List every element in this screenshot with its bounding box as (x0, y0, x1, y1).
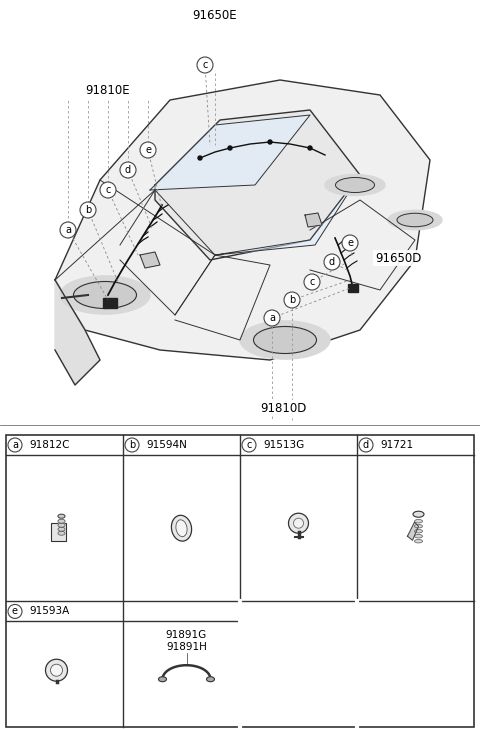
Text: e: e (12, 607, 18, 617)
Ellipse shape (58, 523, 65, 527)
Text: c: c (202, 60, 208, 70)
Circle shape (308, 146, 312, 150)
Circle shape (80, 202, 96, 218)
Ellipse shape (253, 327, 316, 354)
Circle shape (46, 659, 68, 681)
Ellipse shape (58, 514, 65, 518)
Circle shape (342, 235, 358, 251)
Ellipse shape (58, 531, 65, 535)
Ellipse shape (73, 281, 136, 308)
Text: a: a (269, 313, 275, 323)
Text: c: c (246, 440, 252, 450)
Circle shape (8, 604, 22, 618)
Circle shape (100, 182, 116, 198)
Text: a: a (12, 440, 18, 450)
Ellipse shape (240, 321, 330, 359)
Ellipse shape (158, 677, 167, 682)
Polygon shape (140, 252, 160, 268)
Ellipse shape (325, 174, 385, 195)
Text: 91593A: 91593A (29, 607, 69, 617)
Circle shape (264, 310, 280, 326)
Text: 91721: 91721 (380, 440, 413, 450)
Circle shape (359, 438, 373, 452)
Ellipse shape (60, 276, 150, 314)
Circle shape (268, 140, 272, 144)
Polygon shape (155, 110, 360, 260)
Bar (348, 284, 358, 292)
Ellipse shape (415, 520, 422, 523)
Circle shape (120, 162, 136, 178)
Polygon shape (55, 280, 100, 385)
Circle shape (324, 254, 340, 270)
Text: c: c (309, 277, 315, 287)
Circle shape (293, 518, 303, 529)
Ellipse shape (415, 524, 422, 528)
Ellipse shape (415, 529, 422, 533)
Circle shape (8, 438, 22, 452)
Circle shape (198, 156, 202, 160)
Text: b: b (129, 440, 135, 450)
Circle shape (228, 146, 232, 150)
Text: d: d (363, 440, 369, 450)
Circle shape (242, 438, 256, 452)
Text: 91891G: 91891G (166, 631, 207, 641)
Text: 91594N: 91594N (146, 440, 187, 450)
Polygon shape (408, 522, 419, 540)
Text: d: d (329, 257, 335, 267)
Ellipse shape (415, 539, 422, 543)
Text: e: e (347, 238, 353, 248)
Text: d: d (125, 165, 131, 175)
Bar (6, 435, 474, 727)
Circle shape (140, 142, 156, 158)
Text: 91650D: 91650D (375, 252, 421, 265)
Ellipse shape (397, 214, 433, 227)
Circle shape (304, 274, 320, 290)
Ellipse shape (206, 677, 215, 682)
Text: 91812C: 91812C (29, 440, 70, 450)
Ellipse shape (171, 515, 192, 541)
Circle shape (60, 222, 76, 238)
Text: e: e (145, 145, 151, 155)
Ellipse shape (336, 177, 374, 192)
Circle shape (125, 438, 139, 452)
Ellipse shape (413, 511, 424, 517)
Text: b: b (85, 205, 91, 215)
Text: 91810D: 91810D (260, 402, 306, 415)
Text: 91810E: 91810E (86, 84, 130, 96)
Text: a: a (65, 225, 71, 235)
Text: c: c (105, 185, 111, 195)
Text: 91650E: 91650E (192, 9, 237, 21)
Text: 91891H: 91891H (166, 642, 207, 652)
Circle shape (50, 664, 62, 677)
Ellipse shape (388, 210, 442, 230)
Polygon shape (215, 175, 360, 255)
Text: b: b (289, 295, 295, 305)
Text: 91513G: 91513G (263, 440, 304, 450)
Bar (50, 523, 65, 541)
Polygon shape (150, 115, 310, 190)
Ellipse shape (58, 527, 65, 531)
Polygon shape (55, 80, 430, 360)
Polygon shape (305, 213, 322, 227)
Circle shape (197, 57, 213, 73)
Bar (103, 298, 117, 308)
Circle shape (288, 513, 309, 533)
Circle shape (284, 292, 300, 308)
Ellipse shape (176, 520, 187, 537)
Ellipse shape (415, 534, 422, 538)
Ellipse shape (58, 519, 65, 523)
